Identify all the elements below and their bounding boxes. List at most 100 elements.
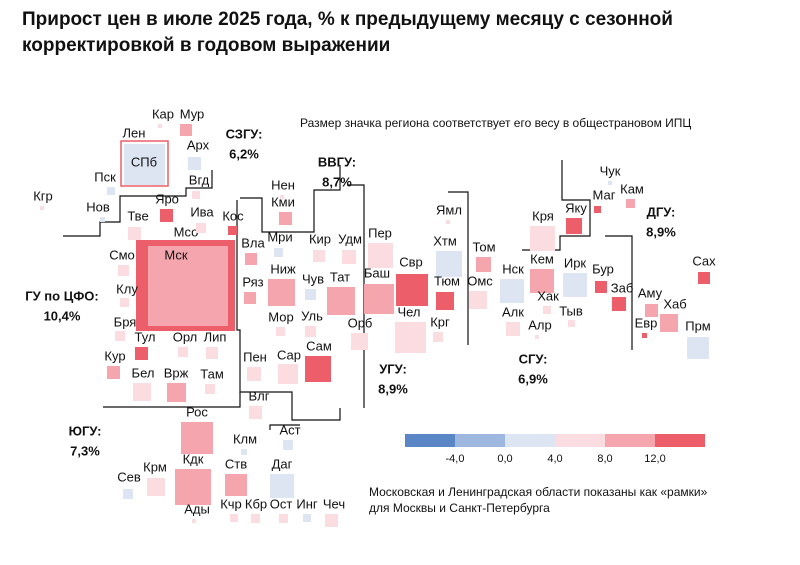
region-marker: [188, 157, 201, 170]
region-label: Чел: [397, 304, 420, 319]
region-label: Яку: [565, 200, 587, 215]
region-label: Крг: [430, 314, 450, 329]
region-label: Пен: [243, 349, 267, 364]
region-marker: [368, 243, 393, 268]
region-marker: [115, 331, 125, 341]
region-marker: [506, 322, 520, 336]
region-label: Тул: [134, 329, 155, 344]
region-label: Хак: [537, 288, 559, 303]
region-marker: [135, 347, 148, 360]
region-label: Ниж: [270, 261, 296, 276]
district-name: ЮГУ:: [69, 423, 102, 438]
region-label: Кгр: [33, 188, 53, 203]
region-marker: [594, 206, 601, 213]
region-label: Лип: [204, 329, 227, 344]
region-label: Там: [200, 366, 224, 381]
district-borders: [63, 160, 633, 430]
region-marker: [241, 449, 247, 455]
region-marker: [192, 191, 200, 199]
title: корректировкой в годовом выражении: [22, 35, 390, 56]
region-label: Даг: [272, 456, 293, 471]
region-label: Врж: [164, 365, 189, 380]
district-value: 6,9%: [518, 371, 548, 386]
region-label: Инг: [296, 496, 318, 511]
legend-label: 12,0: [644, 453, 665, 465]
region-marker: [283, 440, 293, 450]
region-label: Тыв: [559, 303, 583, 318]
region-marker: [433, 332, 443, 342]
region-marker: [469, 291, 487, 309]
region-label: Мсо: [174, 224, 199, 239]
region-label: Ряз: [242, 274, 263, 289]
region-marker: [303, 514, 311, 522]
region-marker: [327, 287, 355, 315]
region-label: Аму: [638, 285, 663, 300]
region-marker: [608, 181, 612, 185]
region-label: Кос: [222, 208, 244, 223]
region-marker: [276, 327, 285, 336]
region-label: Рос: [186, 404, 208, 419]
region-label: Смо: [109, 247, 135, 262]
legend-swatch: [655, 434, 705, 447]
region-label: Хаб: [663, 296, 686, 311]
region-marker: [566, 218, 582, 234]
region-marker: [280, 195, 284, 199]
region-marker: [305, 326, 316, 337]
district-name: ГУ по ЦФО:: [25, 288, 99, 303]
legend-label: 4,0: [547, 453, 562, 465]
region-label: Мор: [268, 309, 293, 324]
region-label: Кир: [309, 231, 331, 246]
title: Прирост цен в июле 2025 года, % к предыд…: [22, 9, 673, 30]
region-marker: [196, 223, 206, 233]
region-marker: [147, 478, 165, 496]
region-label: Аст: [279, 422, 300, 437]
region-label: Ады: [184, 501, 210, 516]
region-marker: [178, 347, 188, 357]
region-label: Кур: [104, 348, 125, 363]
region-label: Тве: [127, 208, 148, 223]
region-label: Вла: [241, 235, 265, 250]
region-marker: [305, 356, 331, 382]
region-label: Заб: [611, 280, 634, 295]
region-label: Бря: [114, 314, 137, 329]
region-marker: [476, 257, 491, 272]
region-label: Нов: [86, 199, 110, 214]
region-marker: [645, 304, 658, 317]
region-marker: [698, 272, 710, 284]
region-marker: [120, 298, 129, 307]
district-name: СЗГУ:: [226, 126, 263, 141]
region-label: Сам: [306, 338, 332, 353]
region-label: Бур: [592, 261, 614, 276]
region-label: Уль: [301, 308, 323, 323]
region-label: Влг: [249, 388, 270, 403]
region-label: Баш: [364, 265, 390, 280]
region-label: Ирк: [564, 255, 587, 270]
footnote: Московская и Ленинградская области показ…: [369, 485, 708, 499]
region-label: Вгд: [189, 172, 210, 187]
region-marker: [251, 514, 260, 523]
region-label: Арх: [187, 137, 210, 152]
regions: Лен СПб Мсо Мск Кар Мур Арх Пск Вгд Кгр Нов Яро Тве И…: [33, 106, 716, 527]
region-marker: [228, 226, 237, 235]
district-value: 7,3%: [70, 443, 100, 458]
note: Размер значка региона соответствует его …: [300, 116, 691, 130]
region-marker: [436, 292, 454, 310]
region-label: Свр: [399, 254, 423, 269]
region-marker: [123, 489, 133, 499]
region-marker: [279, 514, 288, 523]
region-marker: [167, 383, 186, 402]
districts: СЗГУ: 6,2% ВВГУ: 8,7% ГУ по ЦФО: 10,4% ЮГУ: 7,3…: [25, 126, 676, 458]
region-label: Евр: [635, 315, 658, 330]
region-marker: [446, 220, 450, 224]
region-label: Орб: [348, 315, 373, 330]
footnote: для Москвы и Санкт-Петербурга: [369, 501, 550, 515]
region-marker: [351, 333, 368, 350]
region-marker: [100, 217, 105, 222]
region-marker: [543, 306, 551, 314]
region-marker: [160, 209, 173, 222]
region-marker: [660, 314, 678, 332]
region-label: Орл: [173, 329, 197, 344]
region-label: Сар: [277, 347, 301, 362]
region-marker: [225, 474, 247, 496]
region-label: Тат: [330, 269, 350, 284]
